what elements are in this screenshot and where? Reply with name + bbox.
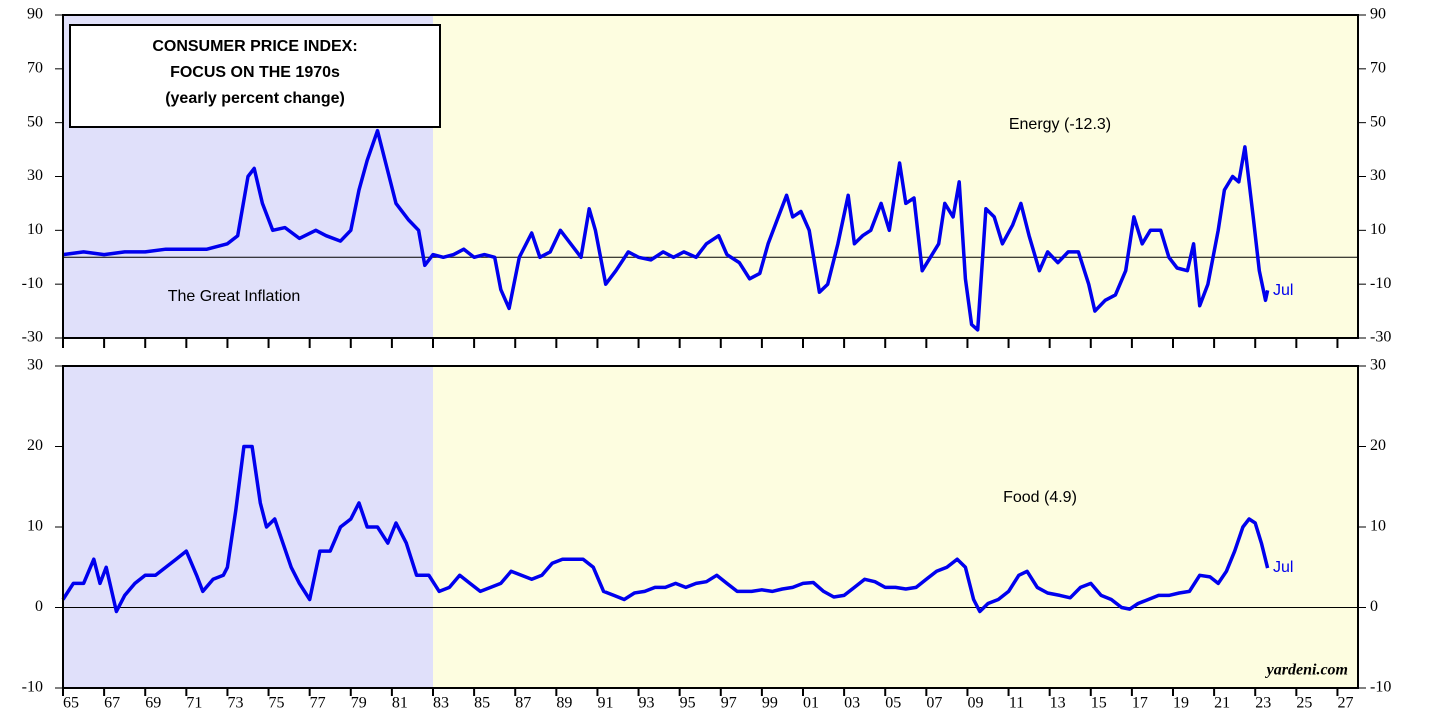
x-tick-label: 87 (515, 695, 531, 712)
y-tick-label-right: 70 (1370, 60, 1386, 77)
x-tick-label: 23 (1255, 695, 1271, 712)
x-tick-label: 77 (310, 695, 326, 712)
series-line (62, 128, 1270, 332)
x-tick-label: 83 (433, 695, 449, 712)
x-tick-label: 93 (639, 695, 655, 712)
annotation: yardeni.com (1265, 662, 1348, 679)
x-tick-label: 75 (269, 695, 285, 712)
y-tick-label-right: 30 (1370, 357, 1386, 374)
annotation: Jul (1273, 282, 1293, 299)
y-tick-label-right: 50 (1370, 113, 1386, 130)
y-tick-label: 20 (27, 437, 43, 454)
x-tick-label: 85 (474, 695, 490, 712)
y-tick-label: -30 (22, 329, 43, 346)
x-tick-label: 99 (762, 695, 778, 712)
y-tick-label-right: 30 (1370, 167, 1386, 184)
plot-frame (62, 14, 1359, 339)
y-tick-label: 10 (27, 518, 43, 535)
y-tick-label-right: 10 (1370, 518, 1386, 535)
x-tick-label: 05 (885, 695, 901, 712)
x-tick-label: 71 (186, 695, 202, 712)
shade-band (433, 15, 1358, 338)
series-line (61, 444, 1270, 614)
title-box (69, 24, 441, 128)
plot-frame (62, 365, 1359, 689)
y-tick-label: 10 (27, 221, 43, 238)
y-tick-label-right: 0 (1370, 598, 1378, 615)
series-label: Food (4.9) (1003, 489, 1077, 506)
chart-title: (yearly percent change) (165, 90, 345, 107)
x-tick-label: 27 (1337, 695, 1353, 712)
y-tick-label: 50 (27, 113, 43, 130)
y-tick-label: 30 (27, 167, 43, 184)
y-tick-label-right: -30 (1370, 329, 1391, 346)
x-tick-label: 11 (1009, 695, 1024, 712)
y-tick-label: 30 (27, 357, 43, 374)
shade-band (433, 366, 1358, 688)
y-tick-label-right: 10 (1370, 221, 1386, 238)
chart-title: FOCUS ON THE 1970s (170, 64, 340, 81)
x-tick-label: 07 (926, 695, 942, 712)
x-tick-label: 79 (351, 695, 367, 712)
x-tick-label: 25 (1296, 695, 1312, 712)
y-tick-label-right: 90 (1370, 6, 1386, 23)
x-tick-label: 91 (597, 695, 613, 712)
x-tick-label: 01 (803, 695, 819, 712)
x-tick-label: 73 (227, 695, 243, 712)
x-tick-label: 69 (145, 695, 161, 712)
annotation: The Great Inflation (168, 288, 301, 305)
y-tick-label: 90 (27, 6, 43, 23)
series-label: Energy (-12.3) (1009, 116, 1111, 133)
x-tick-label: 13 (1050, 695, 1066, 712)
x-tick-label: 89 (556, 695, 572, 712)
x-tick-label: 21 (1214, 695, 1230, 712)
x-tick-label: 67 (104, 695, 120, 712)
y-tick-label-right: -10 (1370, 679, 1391, 696)
x-tick-label: 19 (1173, 695, 1189, 712)
x-tick-label: 03 (844, 695, 860, 712)
y-tick-label-right: 20 (1370, 437, 1386, 454)
x-tick-label: 17 (1132, 695, 1148, 712)
x-tick-label: 15 (1091, 695, 1107, 712)
x-tick-label: 81 (392, 695, 408, 712)
y-tick-label: -10 (22, 275, 43, 292)
y-tick-label: 70 (27, 60, 43, 77)
x-tick-label: 65 (63, 695, 79, 712)
x-tick-label: 95 (680, 695, 696, 712)
x-tick-label: 97 (721, 695, 737, 712)
y-tick-label: -10 (22, 679, 43, 696)
y-tick-label: 0 (35, 598, 43, 615)
chart-title: CONSUMER PRICE INDEX: (152, 38, 357, 55)
y-tick-label-right: -10 (1370, 275, 1391, 292)
x-tick-label: 09 (967, 695, 983, 712)
annotation: Jul (1273, 559, 1293, 576)
